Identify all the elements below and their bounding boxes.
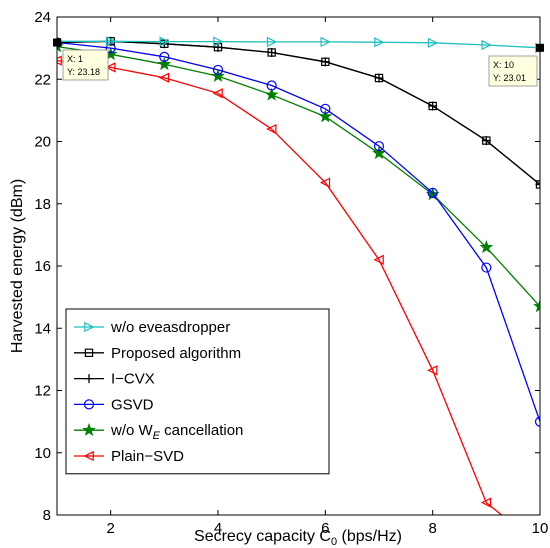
legend-marker [84,348,94,358]
series-point [481,39,492,51]
x-tick-label: 4 [214,520,222,537]
y-tick-label: 10 [34,445,51,462]
series-point [57,55,62,66]
data-tip-y: Y: 23.01 [493,73,526,83]
series-point [427,365,438,376]
data-tip-x: X: 1 [67,54,83,64]
y-tick-label: 12 [34,383,51,400]
series-point [482,136,491,145]
x-axis-label-subscript: 0 [331,536,337,548]
legend-entry: I−CVX [74,371,155,388]
legend-marker [83,450,94,462]
legend-box [65,308,330,475]
series-point [427,187,438,198]
legend-marker [84,321,95,333]
y-tick-label: 18 [34,196,51,213]
series-5 [57,55,503,515]
x-tick-label: 8 [428,520,436,537]
legend-label: Plain−SVD [111,448,184,465]
y-tick-label: 8 [43,507,51,524]
series-point [319,177,331,188]
y-axis-label: Harvested energy (dBm) [9,179,26,353]
y-tick-label: 16 [34,258,51,275]
series-point [535,180,540,189]
x-tick-label: 6 [321,520,329,537]
series-point [321,57,330,67]
series-point [534,416,540,427]
series-point [212,64,224,76]
x-tick-label: 10 [532,520,549,537]
legend-label: w/o WE cancellation [110,422,243,442]
series-0 [57,36,540,53]
x-axis-label-unit: (bps/Hz) [342,528,402,545]
series-point [479,240,494,254]
legend-entry: w/o eveasdropper [74,319,230,336]
y-tick-label: 14 [34,320,51,337]
series-point [266,80,277,91]
series-point [372,146,386,160]
x-tick-label: 2 [106,520,114,537]
series-point [481,262,492,273]
series-point [212,88,223,99]
legend-entry: Plain−SVD [74,448,184,465]
series-point [158,72,170,83]
x-axis-label-text: Secrecy capacity C [194,528,331,545]
series-point [213,36,224,47]
data-tip-x: X: 10 [493,60,514,70]
legend-marker [82,423,96,436]
series-point [427,37,439,49]
y-tick-label: 20 [34,134,51,151]
legend-label: GSVD [111,396,154,413]
y-tick-label: 24 [34,9,51,26]
data-tip-box [62,49,109,81]
series-point [374,37,385,48]
data-tip-marker [53,38,61,47]
series-point [105,36,117,47]
data-tip: X: 1 Y: 23.18 [53,38,109,81]
series-point [535,42,540,53]
legend-marker [84,374,94,384]
series-point [266,36,278,48]
series-line [57,41,540,422]
series-line [57,45,540,307]
series-point [157,57,172,71]
plot-frame [56,16,541,516]
series-point [320,36,331,48]
series-point [105,62,116,73]
legend-marker [83,399,95,410]
series-point [428,101,437,111]
series-point [373,141,385,152]
series-point [373,254,384,265]
legend-label: I−CVX [111,371,155,388]
series-line [57,40,540,186]
legend-label: Proposed algorithm [111,345,241,362]
legend-entry: Proposed algorithm [74,345,241,362]
series-point [320,103,331,114]
series-point [374,73,384,83]
legend-label: w/o eveasdropper [110,319,230,336]
series-point [266,123,277,135]
data-tip: X: 10 Y: 23.01 [488,43,544,87]
series-1 [57,37,540,189]
data-tip-box [488,55,538,87]
series-line [57,40,540,49]
series-point [533,299,540,313]
data-tip-marker [536,43,544,52]
series-point [318,109,333,123]
series-point [480,497,492,508]
series-line [57,59,503,515]
series-point [211,68,225,82]
data-tip-y: Y: 23.18 [67,67,100,77]
legend-entry: w/o WE cancellation [74,422,243,442]
series-point [264,87,279,101]
series-point [159,51,170,62]
y-tick-label: 22 [34,71,51,88]
legend-entry: GSVD [74,396,154,413]
series-point [159,36,170,47]
x-axis-label: Secrecy capacity C0 (bps/Hz) [194,528,402,548]
series-point [267,48,276,57]
